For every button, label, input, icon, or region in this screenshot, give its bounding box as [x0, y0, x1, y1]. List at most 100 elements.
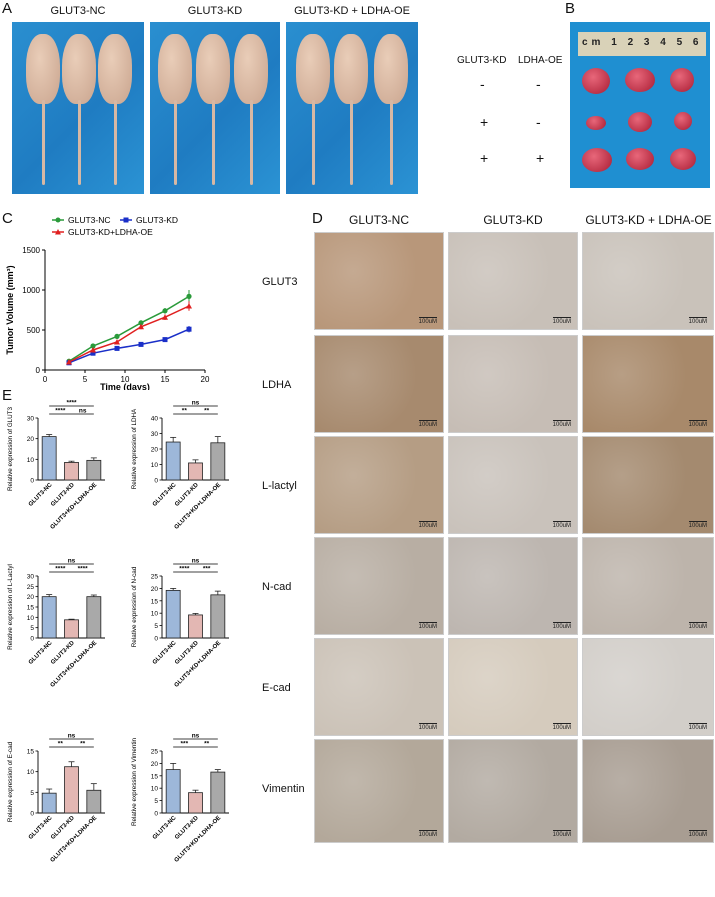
sig-label: **	[182, 408, 188, 415]
bar	[210, 442, 226, 481]
ihc-image: 100uM	[582, 739, 714, 843]
ihc-image: 100uM	[448, 232, 578, 330]
c-point	[114, 339, 120, 345]
sig-label: ns	[192, 733, 200, 740]
group-title-kd: GLUT3-KD	[187, 5, 243, 17]
ihc-row-label: L-lactyl	[262, 480, 297, 492]
c-series-line-1	[68, 328, 190, 364]
c-point	[138, 341, 144, 347]
c-x-tick-label: 20	[201, 375, 210, 384]
bar-y-tick-label: 20	[27, 594, 35, 601]
bar-y-tick-label: 30	[27, 574, 35, 581]
bar-y-tick-label: 5	[154, 623, 158, 630]
c-point	[66, 359, 72, 365]
sign-r1-c1: -	[480, 76, 485, 92]
sign-r2-c1: +	[480, 114, 489, 130]
sig-label: **	[204, 408, 210, 415]
bar-category-label: GLUT3+KD+LDHA-OE	[50, 640, 99, 689]
ihc-image: 100uM	[448, 335, 578, 433]
sig-label: ****	[179, 566, 190, 573]
scale-bar: 100uM	[418, 420, 438, 428]
ihc-row-label: GLUT3	[262, 276, 298, 288]
scale-bar: 100uM	[418, 723, 438, 731]
bar-y-label: Relative expression of LDHA	[131, 408, 138, 489]
bar	[165, 769, 181, 814]
c-series-line-2	[68, 305, 190, 363]
scale-bar: 100uM	[552, 723, 572, 731]
c-y-tick-label: 1000	[22, 286, 40, 295]
bar-y-label: Relative expression of E-cad	[7, 741, 14, 822]
bar-y-label: Relative expression of N-cad	[131, 566, 138, 647]
scale-bar: 100uM	[418, 317, 438, 325]
bar	[188, 462, 203, 481]
sig-label: ****	[78, 566, 89, 573]
sig-label: ns	[68, 558, 76, 565]
bar-y-tick-label: 10	[151, 786, 159, 793]
bar-y-tick-label: 5	[30, 790, 34, 797]
scale-bar: 100uM	[552, 317, 572, 325]
bar-category-label: GLUT3+KD+LDHA-OE	[50, 815, 99, 864]
ihc-image: 100uM	[582, 232, 714, 330]
bar-y-tick-label: 15	[151, 773, 159, 780]
scale-bar: 100uM	[418, 622, 438, 630]
bar	[41, 436, 57, 481]
sig-label: ****	[55, 408, 66, 415]
scale-bar: 100uM	[552, 420, 572, 428]
ihc-image: 100uM	[448, 537, 578, 635]
bar-y-tick-label: 20	[151, 447, 159, 454]
ihc-image: 100uM	[582, 436, 714, 534]
tumor-growth-chart: GLUT3-NC GLUT3-KD GLUT3-KD+LDHA-OE 0 5 10 15 2…	[5, 215, 210, 390]
bar-y-tick-label: 0	[30, 478, 34, 485]
sig-label: **	[58, 741, 64, 748]
bar-y-label: Relative expression of GLUT3	[7, 407, 14, 491]
bar-y-tick-label: 0	[154, 811, 158, 818]
c-legend-marker	[55, 217, 61, 223]
bar	[210, 594, 226, 639]
scale-bar: 100uM	[688, 521, 708, 529]
col-header-ldha-oe: LDHA-OE	[518, 55, 563, 66]
mice-photo-kd-oe	[286, 22, 418, 194]
panel-label-c: C	[2, 210, 13, 227]
c-x-label: Time (days)	[100, 382, 150, 390]
bar-y-tick-label: 25	[151, 749, 159, 756]
c-point	[162, 308, 168, 314]
c-point	[90, 343, 96, 349]
sig-label: **	[204, 741, 210, 748]
bar	[210, 771, 226, 814]
c-y-tick-label: 500	[27, 326, 41, 335]
scale-bar: 100uM	[418, 830, 438, 838]
bar-y-label: Relative expression of Vimentin	[131, 737, 138, 826]
ruler: cm 1 2 3 4 5 6	[578, 32, 706, 56]
c-x-tick-label: 15	[161, 375, 170, 384]
sig-label: ns	[79, 408, 87, 415]
bar-y-label: Relative expression of L-Lactyl	[7, 564, 14, 650]
bar-y-tick-label: 40	[151, 416, 159, 423]
sign-r1-c2: -	[536, 76, 541, 92]
bar	[86, 459, 102, 481]
ihc-row-label: Vimentin	[262, 783, 305, 795]
bar-y-tick-label: 10	[27, 769, 35, 776]
sign-r2-c2: -	[536, 114, 541, 130]
sig-label: **	[80, 741, 86, 748]
c-point	[186, 303, 192, 309]
c-point	[114, 345, 120, 351]
c-legend-label: GLUT3-KD	[136, 215, 178, 225]
sig-label: ***	[203, 566, 211, 573]
scale-bar: 100uM	[688, 622, 708, 630]
ihc-row-label: LDHA	[262, 379, 292, 391]
ruler-text: cm 1 2 3 4 5 6	[582, 37, 703, 48]
bar	[188, 792, 203, 814]
bar	[86, 789, 102, 814]
bar-y-tick-label: 30	[151, 431, 159, 438]
ihc-row-label: E-cad	[262, 682, 291, 694]
bar-chart-5: 051015GLUT3-NCGLUT3-KDGLUT3+KD+LDHA-OE**…	[7, 733, 105, 864]
bar-chart-1: 0102030GLUT3-NCGLUT3-KDGLUT3+KD+LDHA-OE*…	[7, 400, 105, 531]
bar-y-tick-label: 10	[27, 615, 35, 622]
ihc-col-kd-oe: GLUT3-KD + LDHA-OE	[585, 213, 712, 227]
ihc-image: 100uM	[448, 436, 578, 534]
c-y-label: Tumor Volume (mm³)	[5, 265, 15, 354]
c-point	[90, 347, 96, 353]
ihc-image: 100uM	[314, 638, 444, 736]
bar-y-tick-label: 15	[27, 605, 35, 612]
bar-y-tick-label: 5	[30, 625, 34, 632]
